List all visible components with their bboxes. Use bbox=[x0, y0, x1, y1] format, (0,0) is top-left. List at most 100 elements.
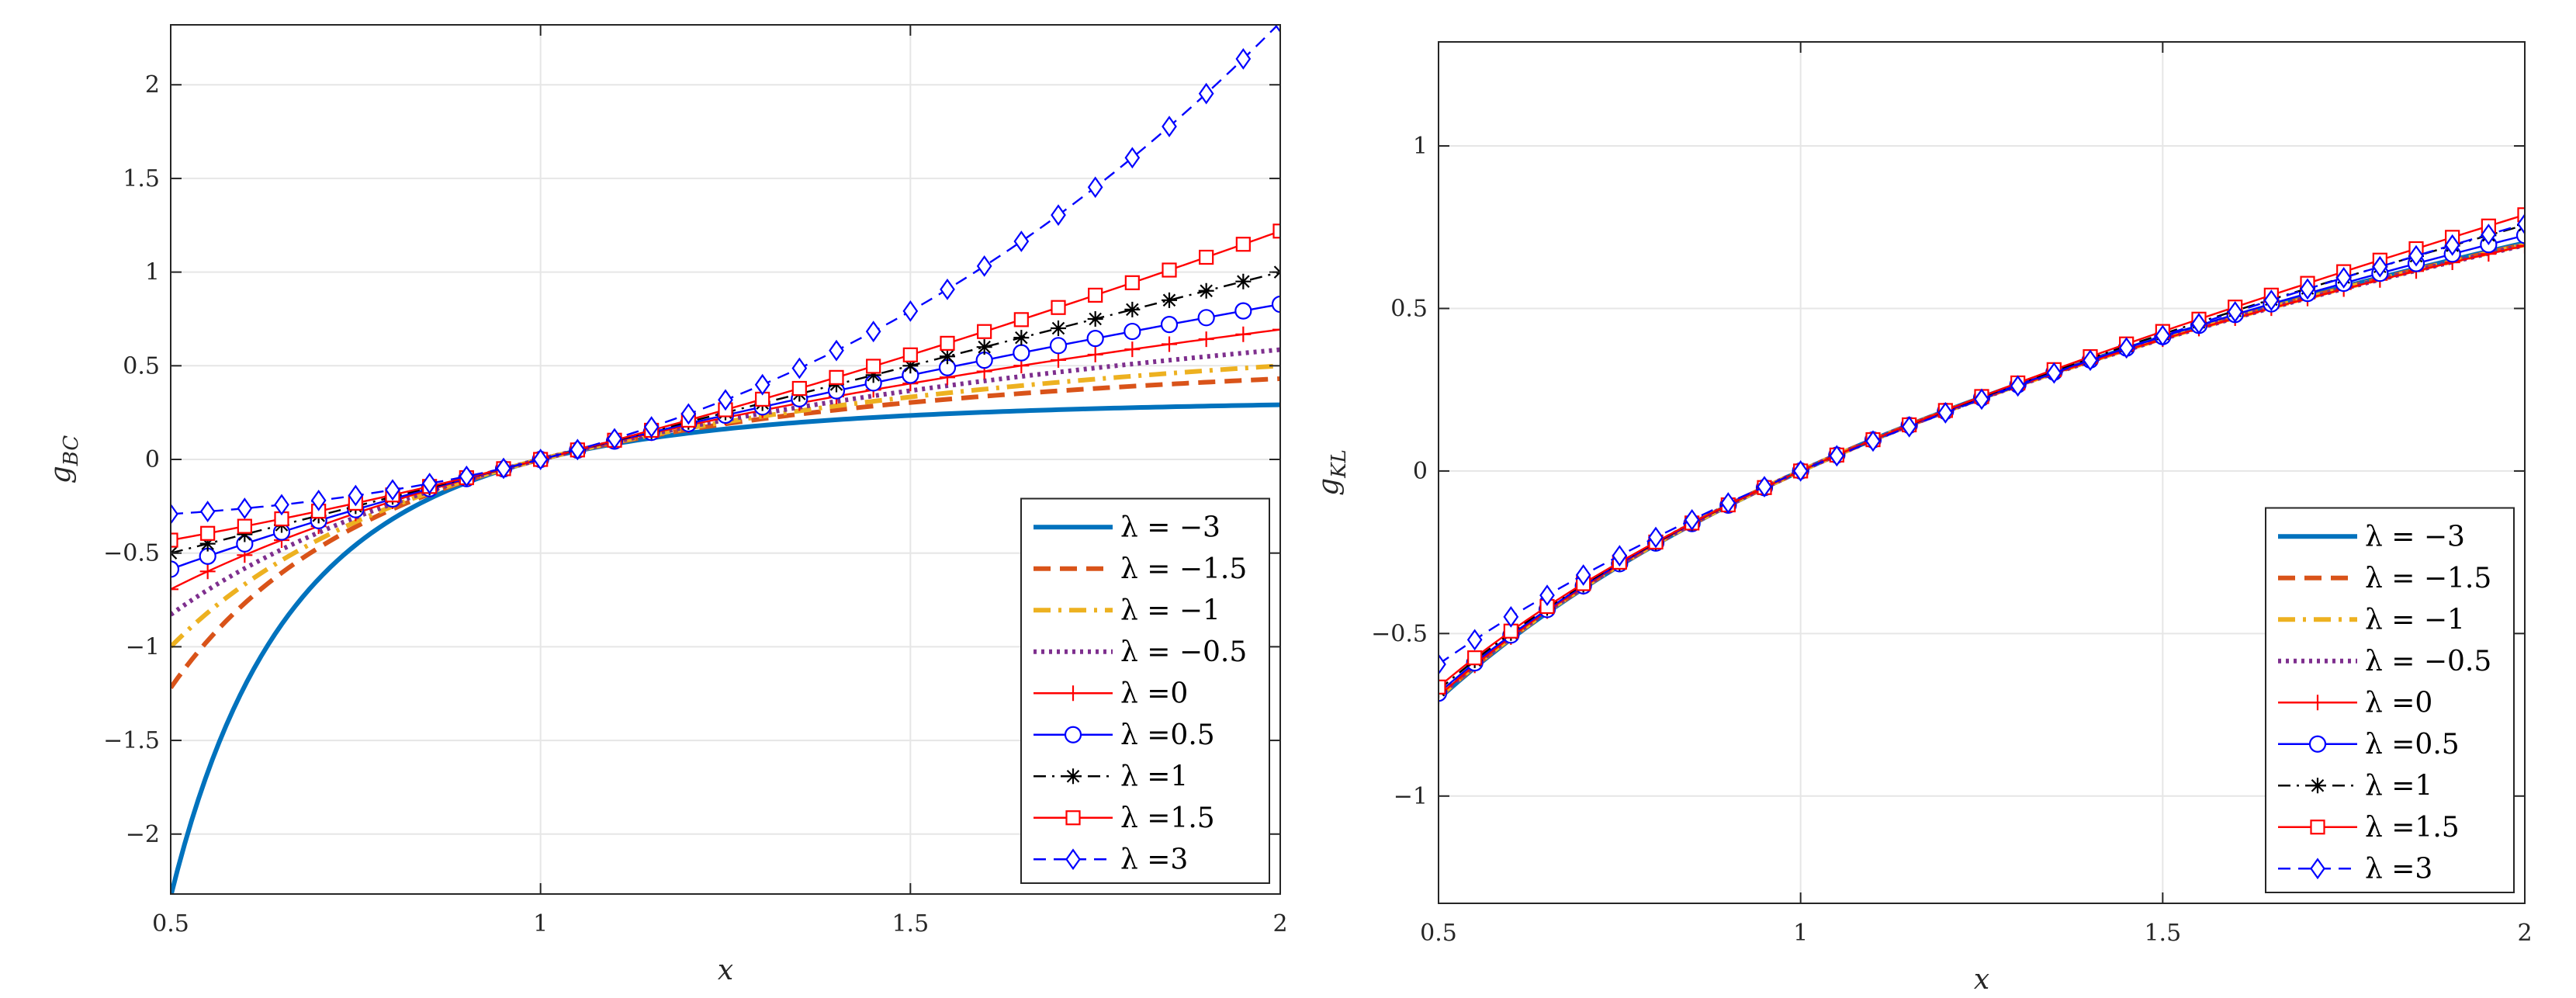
square-marker bbox=[866, 359, 881, 374]
x-tick-label: 1 bbox=[533, 910, 548, 937]
circle-marker bbox=[171, 560, 180, 578]
diamond-marker bbox=[680, 403, 697, 425]
legend-item-6: λ =1 bbox=[2278, 770, 2432, 802]
diamond-marker bbox=[2481, 224, 2497, 246]
diamond-marker bbox=[348, 484, 364, 507]
series-markers-8 bbox=[1439, 213, 2525, 675]
legend-label: λ =3 bbox=[2365, 853, 2432, 885]
legend-item-3: λ = −0.5 bbox=[1034, 636, 1247, 668]
diamond-marker bbox=[1162, 116, 1177, 137]
legend-item-8: λ =3 bbox=[1034, 844, 1188, 875]
legend-label: λ = −1.5 bbox=[1120, 553, 1247, 585]
legend-label: λ =3 bbox=[1120, 844, 1188, 875]
diamond-marker bbox=[1087, 176, 1103, 199]
x-tick-label: 1 bbox=[1793, 920, 1808, 947]
diamond-marker bbox=[1720, 492, 1736, 514]
x-tick-label: 1.5 bbox=[2144, 920, 2181, 947]
legend-item-5: λ =0.5 bbox=[2278, 729, 2460, 761]
square-marker bbox=[940, 335, 955, 351]
star-marker bbox=[237, 526, 253, 542]
diamond-marker bbox=[171, 503, 178, 525]
diamond-marker bbox=[2191, 313, 2207, 334]
legend-box bbox=[1020, 497, 1270, 884]
diamond-marker bbox=[1937, 402, 1954, 424]
square-marker bbox=[1199, 249, 1214, 265]
square-marker bbox=[171, 532, 178, 548]
diamond-marker bbox=[607, 428, 622, 450]
legend-label: λ = −1 bbox=[2365, 604, 2465, 636]
legend-box bbox=[2265, 507, 2515, 893]
y-tick-label: −0.5 bbox=[103, 540, 160, 567]
star-marker bbox=[902, 358, 919, 374]
diamond-marker bbox=[421, 473, 438, 494]
plus-marker bbox=[2310, 695, 2325, 711]
x-tick-label: 1.5 bbox=[892, 910, 929, 937]
axes-box bbox=[1438, 41, 2526, 904]
diamond-marker bbox=[2372, 255, 2388, 278]
diamond-marker bbox=[1792, 460, 1809, 482]
diamond-marker bbox=[310, 489, 327, 511]
y-tick-label: 1.5 bbox=[123, 165, 160, 192]
diamond-marker bbox=[1865, 430, 1881, 452]
plus-marker bbox=[1087, 346, 1103, 362]
diamond-marker bbox=[1974, 388, 1989, 411]
diamond-marker bbox=[754, 373, 770, 396]
legend-item-2: λ = −1 bbox=[1034, 594, 1220, 626]
square-marker bbox=[1439, 679, 1446, 695]
star-marker bbox=[2310, 778, 2325, 794]
square-marker bbox=[200, 525, 216, 541]
legend-item-7: λ =1.5 bbox=[1034, 802, 1215, 834]
square-marker bbox=[1235, 237, 1251, 252]
square-marker bbox=[902, 347, 918, 362]
star-marker bbox=[1124, 301, 1141, 317]
plus-marker bbox=[171, 581, 178, 598]
legend-item-1: λ = −1.5 bbox=[2278, 563, 2491, 594]
plus-marker bbox=[1198, 331, 1214, 348]
diamond-marker bbox=[1901, 415, 1917, 438]
diamond-marker bbox=[2444, 234, 2460, 256]
x-tick-label: 2 bbox=[2517, 920, 2532, 947]
diamond-marker bbox=[791, 357, 808, 379]
diamond-marker bbox=[1575, 564, 1591, 586]
square-marker bbox=[2310, 820, 2325, 835]
legend-label: λ = −0.5 bbox=[2365, 646, 2491, 677]
legend-label: λ =1.5 bbox=[1120, 802, 1215, 834]
diamond-marker bbox=[274, 494, 289, 516]
square-marker bbox=[1124, 275, 1140, 290]
y-tick-label: −0.5 bbox=[1371, 620, 1428, 647]
series-group bbox=[171, 25, 1280, 894]
star-marker bbox=[1162, 292, 1177, 308]
diamond-marker bbox=[1503, 605, 1519, 628]
diamond-marker bbox=[2155, 324, 2171, 347]
series-markers-8 bbox=[171, 25, 1280, 525]
plus-marker bbox=[1235, 326, 1252, 342]
diamond-marker bbox=[1198, 82, 1214, 105]
diamond-marker bbox=[1539, 584, 1555, 607]
y-tick-label: 0 bbox=[145, 446, 160, 473]
x-tick-label: 2 bbox=[1272, 910, 1287, 937]
circle-marker bbox=[1013, 344, 1030, 362]
legend-label: λ =0.5 bbox=[1120, 719, 1215, 751]
diamond-marker bbox=[570, 438, 586, 461]
star-marker bbox=[865, 367, 881, 383]
y-tick-label: −2 bbox=[126, 821, 160, 848]
diamond-marker bbox=[237, 497, 253, 519]
diamond-marker bbox=[1051, 204, 1066, 227]
legend-label: λ =0.5 bbox=[2365, 729, 2460, 761]
legend-label: λ =0 bbox=[2365, 687, 2432, 719]
diamond-marker bbox=[1757, 476, 1772, 498]
diamond-marker bbox=[1829, 445, 1845, 467]
y-tick-label: 0.5 bbox=[123, 352, 160, 379]
plus-marker bbox=[1162, 336, 1177, 352]
y-tick-label: 1 bbox=[1413, 133, 1428, 160]
square-marker bbox=[1162, 262, 1177, 278]
legend-label: λ =1 bbox=[1120, 761, 1188, 792]
diamond-marker bbox=[1684, 508, 1700, 531]
x-tick-label: 0.5 bbox=[1420, 920, 1457, 947]
diamond-marker bbox=[385, 479, 400, 501]
circle-marker bbox=[1124, 322, 1141, 341]
square-marker bbox=[791, 380, 807, 397]
diamond-marker bbox=[2083, 349, 2098, 372]
